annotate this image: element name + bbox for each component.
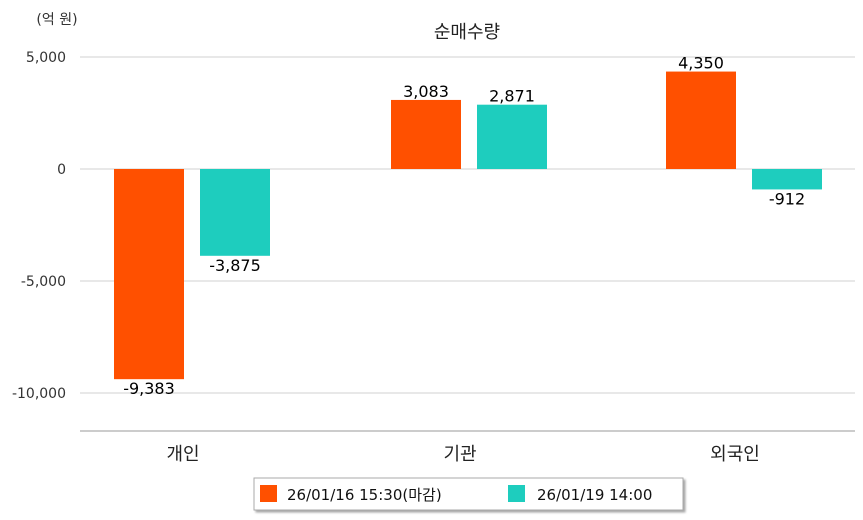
y-tick-label: 0 xyxy=(57,162,66,178)
data-label: -912 xyxy=(769,189,805,208)
data-label: -9,383 xyxy=(123,379,175,398)
chart-title: 순매수량 xyxy=(434,22,500,43)
legend-label-0[interactable]: 26/01/16 15:30(마감) xyxy=(287,486,442,504)
y-tick-label: -10,000 xyxy=(12,386,66,402)
unit-label: (억 원) xyxy=(36,12,77,28)
legend-swatch-0 xyxy=(260,485,277,502)
x-tick-label: 기관 xyxy=(443,444,476,465)
bar-1-0[interactable] xyxy=(200,169,270,256)
bar-1-2[interactable] xyxy=(752,169,822,190)
bar-0-0[interactable] xyxy=(114,169,184,380)
legend-label-1[interactable]: 26/01/19 14:00 xyxy=(537,486,652,504)
bar-1-1[interactable] xyxy=(477,104,547,169)
y-tick-label: 5,000 xyxy=(26,50,66,66)
bar-0-2[interactable] xyxy=(666,71,736,169)
bar-0-1[interactable] xyxy=(391,99,461,169)
x-tick-label: 개인 xyxy=(166,444,199,465)
data-label: 4,350 xyxy=(678,54,724,73)
legend-swatch-1 xyxy=(508,485,525,502)
y-tick-label: -5,000 xyxy=(21,274,66,290)
x-tick-label: 외국인 xyxy=(710,444,760,465)
legend: 26/01/16 15:30(마감) 26/01/19 14:00 xyxy=(253,477,684,511)
data-label: 3,083 xyxy=(403,82,449,101)
legend-box xyxy=(253,477,684,511)
data-label: 2,871 xyxy=(489,87,535,106)
data-label: -3,875 xyxy=(209,256,261,275)
